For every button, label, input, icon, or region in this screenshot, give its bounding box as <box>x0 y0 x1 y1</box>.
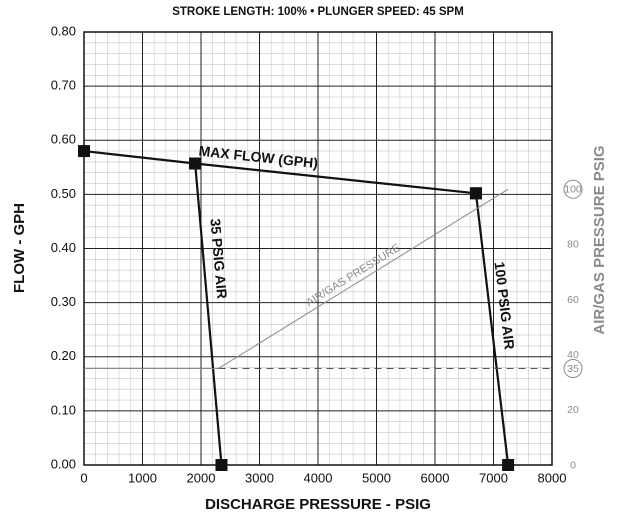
y-tick-label: 0.40 <box>51 240 76 255</box>
chart-title: STROKE LENGTH: 100% • PLUNGER SPEED: 45 … <box>172 6 464 18</box>
x-axis-label: DISCHARGE PRESSURE - PSIG <box>205 496 431 513</box>
y2-tick-label: 100 <box>564 183 582 195</box>
x-tick-label: 8000 <box>538 470 567 485</box>
marker <box>502 459 515 471</box>
series-label: 100 PSIG AIR <box>492 261 518 350</box>
y2-tick-circle <box>563 179 583 199</box>
x-tick-label: 3000 <box>245 470 274 485</box>
x-tick-label: 7000 <box>479 470 508 485</box>
y-tick-label: 0.60 <box>51 132 76 147</box>
marker <box>189 157 202 170</box>
y-tick-label: 0.50 <box>51 186 76 201</box>
y2-tick-label: 60 <box>567 294 579 306</box>
x-tick-label: 5000 <box>362 470 391 485</box>
y-tick-label: 0.00 <box>51 456 76 471</box>
y-tick-label: 0.80 <box>51 23 76 38</box>
marker <box>469 187 482 200</box>
y-tick-label: 0.70 <box>51 78 76 93</box>
x-tick-label: 4000 <box>304 470 333 485</box>
marker <box>215 459 228 471</box>
x-tick-label: 6000 <box>421 470 450 485</box>
y2-tick-label: 20 <box>567 404 579 416</box>
series-label: 35 PSIG AIR <box>207 218 230 299</box>
y2-axis-label: AIR/GAS PRESSURE PSIG <box>591 145 608 334</box>
y2-tick-label: 40 <box>567 349 579 361</box>
y2-tick-label: 0 <box>570 459 576 471</box>
series-line <box>474 193 510 466</box>
x-tick-label: 1000 <box>128 470 157 485</box>
y2-tick-label: 80 <box>567 239 579 251</box>
y2-tick-circle <box>563 358 583 378</box>
plot-frame <box>83 31 553 466</box>
y-tick-label: 0.10 <box>51 402 76 417</box>
series-line <box>194 163 223 466</box>
y2-tick-label: 35 <box>567 363 579 375</box>
y-tick-label: 0.30 <box>51 294 76 309</box>
x-tick-label: 2000 <box>187 470 216 485</box>
y-tick-label: 0.20 <box>51 348 76 363</box>
y-axis-label: FLOW - GPH <box>11 203 28 293</box>
series-line <box>218 188 509 369</box>
x-tick-label: 0 <box>80 470 87 485</box>
marker <box>78 145 90 158</box>
